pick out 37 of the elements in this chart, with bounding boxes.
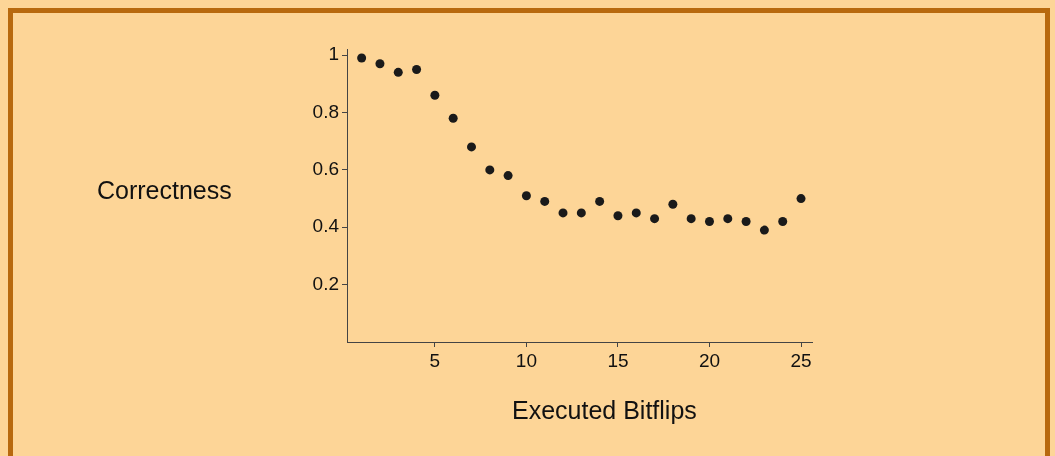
point bbox=[503, 171, 513, 181]
point bbox=[723, 214, 733, 224]
point bbox=[650, 214, 660, 224]
point bbox=[430, 90, 440, 100]
x-tick-label: 20 bbox=[698, 349, 721, 371]
point bbox=[778, 217, 788, 227]
y-tick-label: 0.8 bbox=[312, 100, 339, 122]
point bbox=[412, 64, 422, 74]
point bbox=[613, 211, 623, 221]
point bbox=[485, 165, 495, 175]
point bbox=[631, 208, 641, 218]
point bbox=[668, 199, 678, 209]
point bbox=[393, 67, 403, 77]
point bbox=[521, 191, 531, 201]
point bbox=[796, 194, 806, 204]
point bbox=[686, 214, 696, 224]
point bbox=[448, 113, 458, 123]
x-axis-title: Executed Bitflips bbox=[512, 396, 697, 425]
y-axis-title: Correctness bbox=[97, 176, 232, 205]
y-tick-label: 0.2 bbox=[312, 272, 339, 294]
y-tick-label: 0.6 bbox=[312, 158, 339, 180]
point bbox=[741, 217, 751, 227]
x-tick-label: 25 bbox=[790, 349, 812, 371]
point bbox=[357, 53, 367, 63]
x-tick-label: 5 bbox=[429, 349, 441, 371]
point bbox=[576, 208, 586, 218]
point bbox=[759, 225, 769, 235]
x-tick-label: 10 bbox=[515, 349, 537, 371]
x-tick-label: 15 bbox=[607, 349, 629, 371]
y-tick-label: 0.4 bbox=[312, 215, 340, 237]
point bbox=[466, 142, 476, 152]
point bbox=[704, 217, 714, 227]
point bbox=[375, 59, 385, 69]
point bbox=[540, 196, 550, 206]
y-tick-label: 1 bbox=[328, 43, 339, 65]
point bbox=[595, 196, 605, 206]
point bbox=[558, 208, 568, 218]
